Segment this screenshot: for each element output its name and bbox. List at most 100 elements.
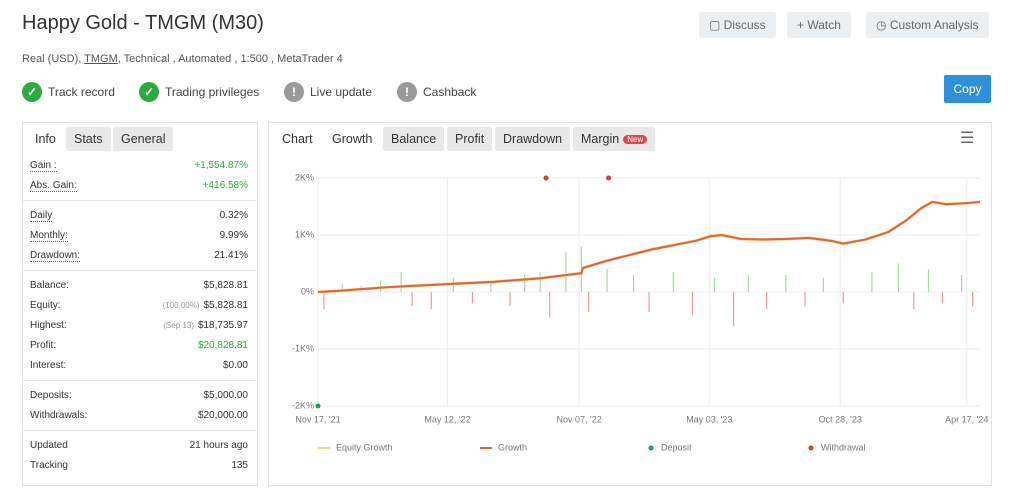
- bar: [941, 292, 944, 304]
- chart-tab[interactable]: Balance: [383, 127, 445, 151]
- stat-row: Tracking 135: [30, 460, 248, 471]
- chart-tab[interactable]: Growth: [332, 132, 373, 146]
- stat-label: Monthly:: [30, 230, 68, 242]
- bar: [509, 292, 511, 307]
- chart-tab[interactable]: Chart: [282, 132, 313, 146]
- bar: [606, 269, 608, 292]
- badge-icon: ✓: [22, 82, 42, 102]
- badge: ✓ Track record: [22, 80, 115, 104]
- bar: [490, 283, 492, 292]
- stat-row: Monthly: 9.99%: [30, 230, 248, 242]
- discuss-button[interactable]: ▢ Discuss: [699, 12, 776, 38]
- stat-row: Gain : +1,554.87%: [30, 160, 248, 172]
- bar: [400, 272, 402, 292]
- chart: 2K% 1K% 0% -1K% -2K% Nov 17, '21 May 12, '22 No…: [292, 172, 988, 452]
- button-label: Discuss: [723, 18, 766, 32]
- badge: ✓ Trading privileges: [139, 80, 259, 104]
- stat-label: Highest:: [30, 320, 67, 331]
- chart-tab[interactable]: Drawdown: [495, 127, 571, 151]
- y-tick-label: 1K%: [295, 229, 314, 239]
- stat-row: Profit: $20,828.81: [30, 340, 248, 351]
- badge-label: Track record: [48, 85, 115, 99]
- legend-swatch: [648, 445, 654, 451]
- stat-note: (100.00%): [162, 301, 200, 310]
- copy-button[interactable]: Copy: [944, 75, 991, 103]
- stat-label: Profit:: [30, 340, 57, 351]
- stat-row: Deposits: $5,000.00: [30, 390, 248, 401]
- stat-value-group: 9.99%: [220, 230, 248, 242]
- stat-value: $5,000.00: [203, 390, 249, 401]
- stat-value: +416.58%: [202, 180, 248, 191]
- chart-tab[interactable]: Profit: [447, 127, 493, 151]
- y-tick-label: 0%: [301, 286, 314, 296]
- deposits-marker: [315, 403, 321, 409]
- badge-icon: !: [397, 82, 417, 102]
- stat-row: Highest: (Sep 13) $18,735.97: [30, 320, 248, 331]
- badge-label: Live update: [310, 85, 373, 99]
- stat-label: Interest:: [30, 360, 67, 371]
- stat-note: (Sep 13): [163, 321, 194, 330]
- analysis-button[interactable]: ◷ Custom Analysis: [866, 12, 989, 38]
- stat-label: Tracking: [30, 460, 68, 471]
- bar: [565, 252, 567, 292]
- watch-button[interactable]: + Watch: [787, 12, 851, 38]
- bar: [632, 274, 635, 292]
- bar: [822, 277, 824, 292]
- bar: [871, 272, 873, 292]
- stat-row: Balance: $5,828.81: [30, 280, 248, 291]
- stat-value-group: (Sep 13) $18,735.97: [163, 320, 248, 331]
- stats-tab[interactable]: Stats: [66, 127, 111, 151]
- bar: [766, 292, 768, 310]
- stat-value: $20,828.81: [197, 340, 248, 351]
- bar: [732, 292, 735, 327]
- stat-value-group: +1,554.87%: [194, 160, 248, 172]
- bar: [747, 274, 749, 292]
- stat-value-group: $5,828.81: [204, 280, 249, 291]
- x-tick-label: May 12, '22: [424, 414, 470, 424]
- x-tick-label: Nov 07, '22: [556, 414, 601, 424]
- stat-value: 21 hours ago: [189, 440, 248, 451]
- bar: [341, 283, 343, 292]
- bar: [323, 292, 325, 310]
- chart-tab[interactable]: Margin New: [573, 127, 656, 151]
- legend-label: Growth: [498, 442, 527, 452]
- stat-row: Updated 21 hours ago: [30, 440, 248, 451]
- stat-value-group: $0.00: [223, 360, 248, 371]
- bar: [785, 274, 787, 292]
- separator: [23, 270, 256, 271]
- stat-value: 9.99%: [219, 230, 248, 241]
- stat-label: Daily: [30, 210, 53, 222]
- page-title: Happy Gold - TMGM (M30): [22, 12, 264, 34]
- series-line: [317, 200, 981, 294]
- settings-icon[interactable]: ☰: [960, 130, 975, 147]
- stats-tab[interactable]: General: [113, 127, 174, 151]
- bar: [961, 274, 963, 292]
- stat-label: Balance:: [30, 280, 69, 291]
- bar: [804, 292, 806, 307]
- bar: [411, 292, 413, 307]
- stat-label: Deposits:: [30, 390, 72, 401]
- broker-link[interactable]: TMGM: [84, 53, 118, 65]
- separator: [23, 380, 256, 381]
- stat-row: Withdrawals: $20,000.00: [30, 410, 248, 421]
- button-label: Watch: [807, 18, 841, 32]
- legend-swatch: [808, 445, 814, 451]
- badge-label: Trading privileges: [165, 85, 260, 99]
- stat-value: 135: [231, 460, 248, 471]
- bar: [897, 263, 899, 292]
- series-line: [317, 200, 981, 293]
- separator: [23, 430, 256, 431]
- stat-value: 21.41%: [214, 250, 248, 261]
- stat-value: 0.32%: [219, 210, 248, 221]
- stat-value-group: 135: [231, 460, 248, 471]
- badge: ! Cashback: [397, 80, 476, 104]
- badge: ! Live update: [284, 80, 372, 104]
- stat-row: Drawdown: 21.41%: [30, 250, 248, 262]
- stat-value: $20,000.00: [197, 410, 248, 421]
- stats-tab[interactable]: Info: [35, 132, 56, 146]
- stat-value: $0.00: [222, 360, 248, 371]
- stat-label: Gain :: [30, 160, 57, 172]
- bar: [927, 269, 930, 292]
- y-tick-label: 2K%: [295, 172, 314, 182]
- badge-label: Cashback: [423, 85, 477, 99]
